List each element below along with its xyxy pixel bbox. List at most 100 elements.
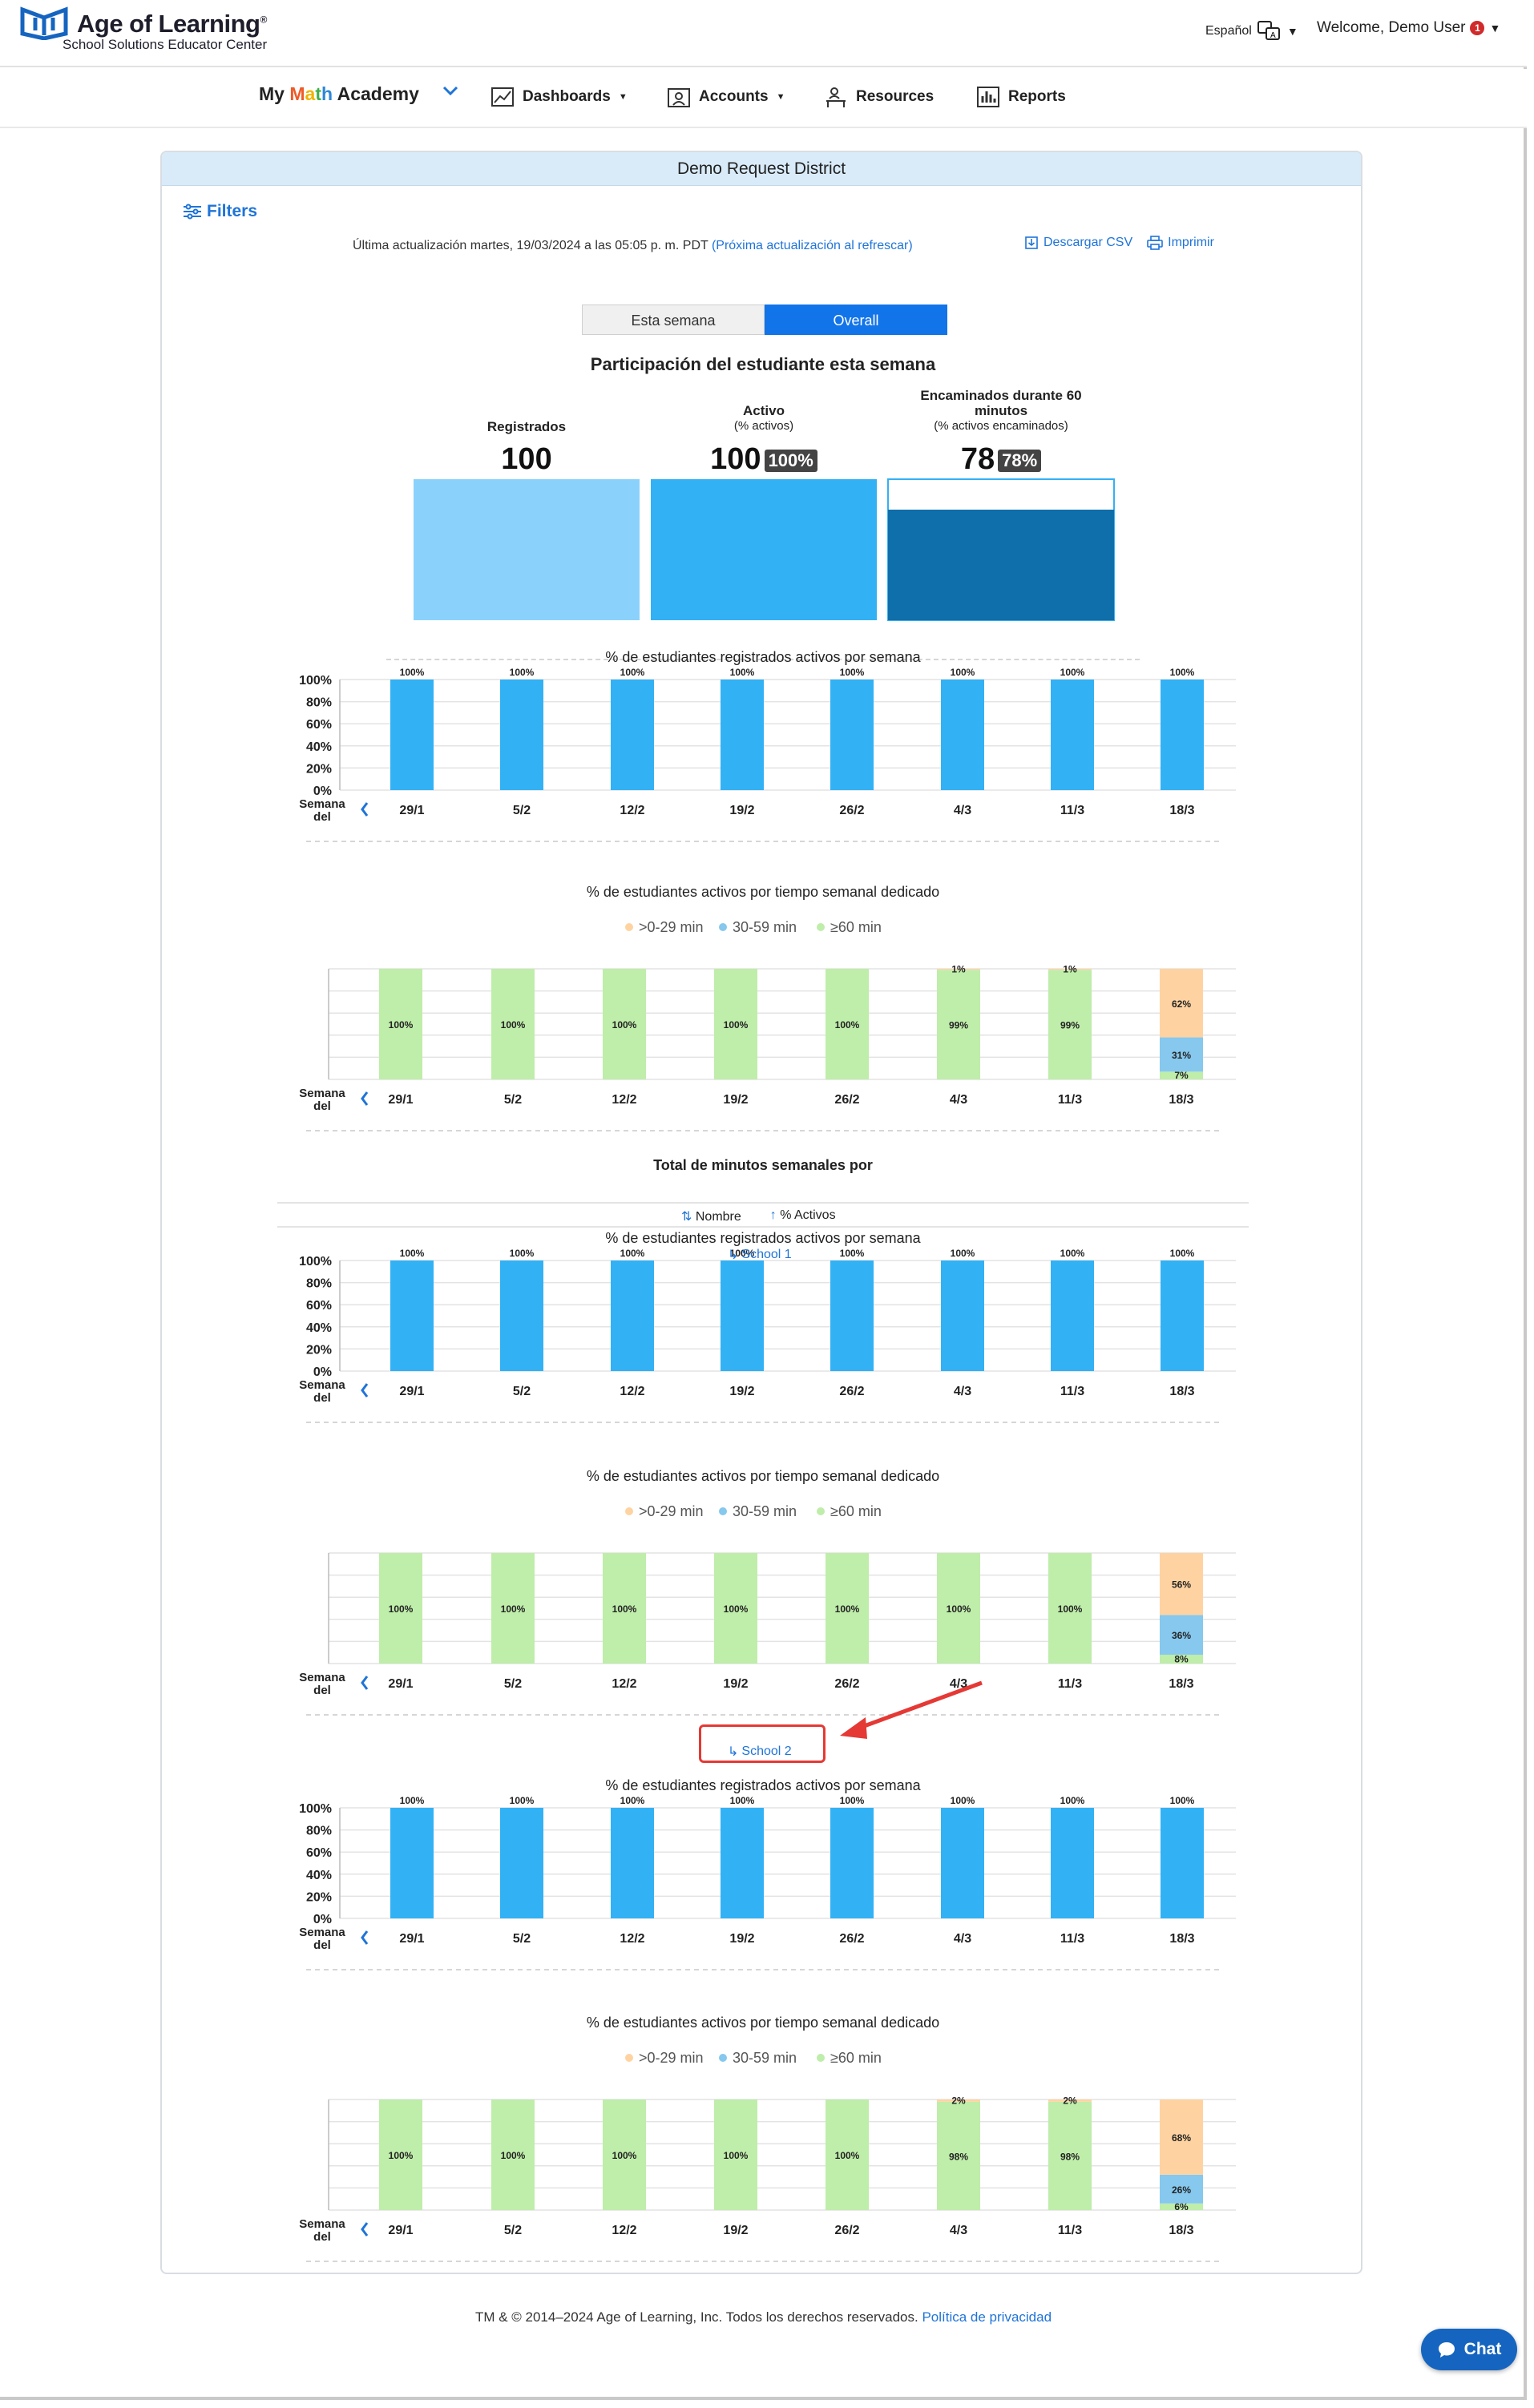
y-tick-label: 60% <box>306 718 332 732</box>
data-label: 100% <box>1060 1795 1085 1806</box>
download-csv-button[interactable]: Descargar CSV <box>1024 236 1132 250</box>
bar <box>611 1260 654 1371</box>
product-switcher[interactable]: My Math Academy <box>259 83 459 105</box>
stacked-bar-segment <box>491 1553 535 1664</box>
language-selector[interactable]: Español A ▼ <box>1205 20 1298 42</box>
printer-icon <box>1147 236 1163 250</box>
y-tick-label: 40% <box>306 740 332 754</box>
kpi-registered-label: Registrados <box>486 419 567 434</box>
refresh-link[interactable]: (Próxima actualización al refrescar) <box>711 239 913 252</box>
download-csv-label: Descargar CSV <box>1044 236 1133 249</box>
tab-overall[interactable]: Overall <box>765 305 947 335</box>
school-2-link[interactable]: ↳ School 2 <box>728 1744 792 1759</box>
chevron-left-icon <box>361 802 369 817</box>
x-tick-label: 5/2 <box>504 1677 522 1691</box>
legend-label: 30-59 min <box>733 919 797 935</box>
time-spent-chart: % de estudiantes activos por tiempo sema… <box>299 1468 1236 1716</box>
data-label: 100% <box>612 2150 637 2161</box>
x-tick-label: 5/2 <box>504 2224 522 2237</box>
welcome-text: Welcome, Demo User <box>1317 19 1466 36</box>
stacked-bar-segment <box>1048 970 1092 1079</box>
legend-label: ≥60 min <box>830 1503 882 1519</box>
chevron-left-icon <box>361 2222 369 2237</box>
bar <box>611 1808 654 1918</box>
x-axis-label: del <box>313 1099 331 1113</box>
x-axis-label: del <box>313 1684 331 1697</box>
x-axis-label: Semana <box>299 1926 345 1939</box>
stacked-bar-segment <box>1160 1553 1203 1615</box>
stacked-bar-segment <box>603 1553 646 1664</box>
x-tick-label: 26/2 <box>839 1385 864 1398</box>
tab-this-week[interactable]: Esta semana <box>582 305 765 335</box>
divider <box>277 1202 1249 1204</box>
print-button[interactable]: Imprimir <box>1147 236 1214 250</box>
download-icon <box>1025 236 1038 249</box>
data-label: 100% <box>730 1795 755 1806</box>
x-tick-label: 29/1 <box>399 1932 424 1946</box>
x-axis-label: Semana <box>299 1378 345 1392</box>
data-label: 99% <box>949 1020 968 1031</box>
translate-icon: A <box>1257 21 1280 40</box>
notification-badge: 1 <box>1470 21 1485 35</box>
x-tick-label: 5/2 <box>513 804 531 817</box>
x-tick-label: 12/2 <box>612 2224 636 2237</box>
data-label: 98% <box>949 2151 968 2162</box>
bar <box>830 1808 874 1918</box>
x-tick-label: 19/2 <box>729 1932 754 1946</box>
legend-dot <box>719 923 727 931</box>
nav-dashboards[interactable]: Dashboards ▼ <box>490 85 628 109</box>
x-tick-label: 26/2 <box>839 804 864 817</box>
data-label: 2% <box>951 2095 966 2106</box>
x-tick-label: 4/3 <box>950 2224 967 2237</box>
bar <box>1161 1808 1204 1918</box>
data-label: 1% <box>1063 964 1077 975</box>
teacher-desk-icon <box>826 87 846 107</box>
privacy-link[interactable]: Política de privacidad <box>922 2309 1052 2325</box>
x-tick-label: 12/2 <box>612 1677 636 1691</box>
x-tick-label: 11/3 <box>1058 1093 1082 1107</box>
kpi-active-value: 100 100% <box>651 442 877 477</box>
data-label: 100% <box>510 667 535 678</box>
kpi-active-pct: 100% <box>764 449 817 472</box>
bar <box>830 680 874 790</box>
nav-resources[interactable]: Resources <box>824 85 934 109</box>
stacked-bar-segment <box>937 1553 980 1664</box>
chevron-down-icon: ▼ <box>1489 22 1501 34</box>
data-label: 100% <box>620 667 645 678</box>
data-label: 100% <box>510 1795 535 1806</box>
y-tick-label: 60% <box>306 1299 332 1313</box>
nav-accounts-label: Accounts <box>699 88 769 105</box>
y-tick-label: 20% <box>306 1343 332 1357</box>
bar <box>500 1808 543 1918</box>
nav-reports[interactable]: Reports <box>976 85 1066 109</box>
y-tick-label: 0% <box>313 1365 332 1379</box>
x-tick-label: 12/2 <box>612 1093 636 1107</box>
filters-button[interactable]: Filters <box>183 202 257 221</box>
sort-by-active[interactable]: ↑ % Activos <box>769 1208 836 1222</box>
data-label: 100% <box>1060 1248 1085 1259</box>
kpi-registered-value: 100 <box>501 442 552 476</box>
chevron-down-icon: ▼ <box>618 92 628 102</box>
stacked-bar-segment <box>1160 2174 1203 2204</box>
chat-button[interactable]: Chat <box>1421 2329 1517 2370</box>
divider <box>386 659 1140 660</box>
bar <box>941 680 984 790</box>
school-1-link[interactable]: ↳ School 1 <box>728 1248 792 1262</box>
stacked-bar-segment <box>714 2099 757 2210</box>
chevron-left-icon <box>361 1383 369 1398</box>
y-tick-label: 80% <box>306 696 332 710</box>
bar <box>941 1808 984 1918</box>
bar <box>390 1260 434 1371</box>
bar <box>390 680 434 790</box>
data-label: 100% <box>730 1248 755 1259</box>
data-label: 26% <box>1172 2184 1191 2196</box>
y-tick-label: 0% <box>313 1913 332 1926</box>
x-tick-label: 4/3 <box>950 1677 967 1691</box>
nav-accounts[interactable]: Accounts ▼ <box>667 85 785 109</box>
subdirectory-arrow-icon: ↳ <box>728 1745 739 1759</box>
age-of-learning-logo-icon[interactable] <box>19 6 69 40</box>
user-menu[interactable]: Welcome, Demo User 1 ▼ <box>1317 19 1500 37</box>
x-tick-label: 29/1 <box>388 1677 413 1691</box>
x-tick-label: 29/1 <box>399 804 424 817</box>
sort-by-name[interactable]: ⇅ Nombre <box>681 1210 741 1224</box>
